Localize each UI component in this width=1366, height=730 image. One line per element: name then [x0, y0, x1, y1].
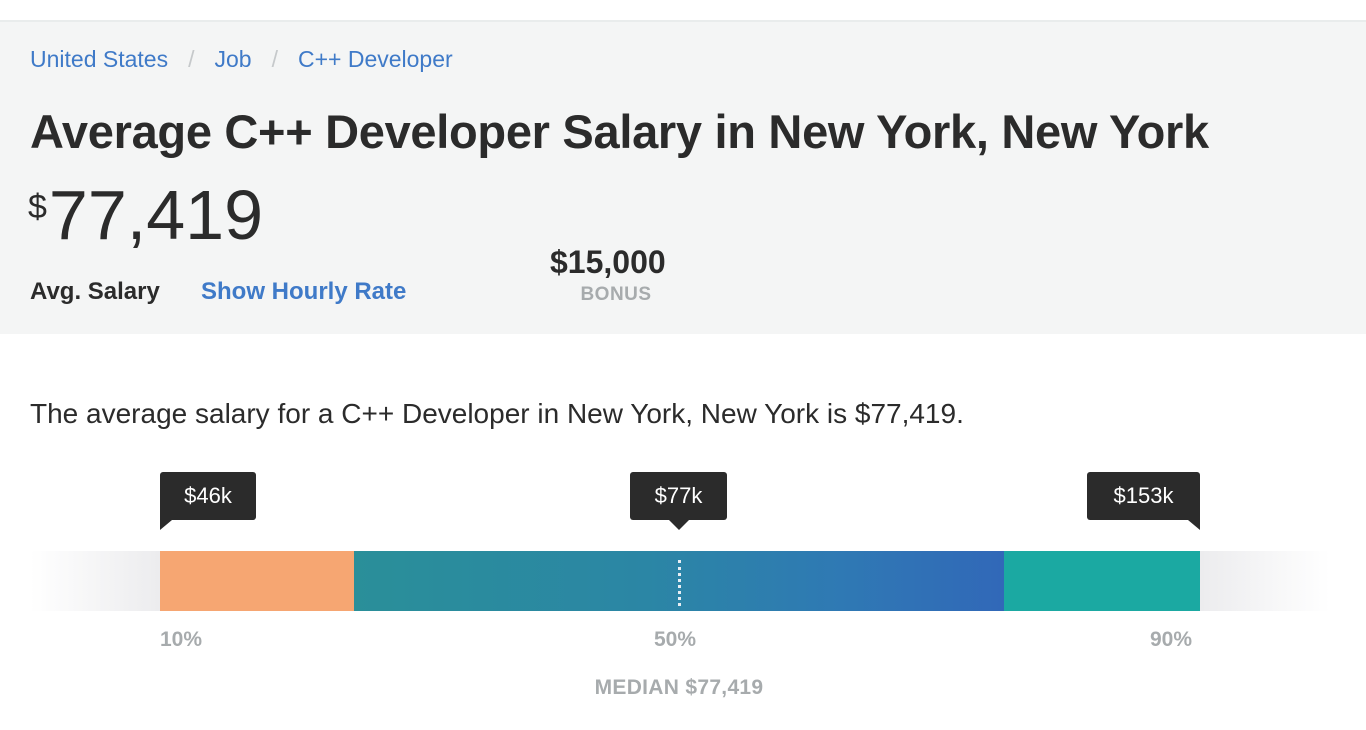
breadcrumb: United States / Job / C++ Developer: [30, 46, 453, 73]
range-segment-low: [160, 551, 354, 611]
show-hourly-rate-link[interactable]: Show Hourly Rate: [201, 278, 407, 305]
percentile-label-50: 50%: [654, 628, 697, 651]
breadcrumb-united-states[interactable]: United States: [30, 46, 169, 72]
range-fade-left: [30, 551, 160, 611]
salary-header: United States / Job / C++ Developer Average …: [0, 22, 1366, 334]
page-title: Average C++ Developer Salary in New York…: [30, 105, 1209, 158]
range-fade-right: [1200, 551, 1330, 611]
average-salary-value: 77,419: [48, 176, 264, 254]
range-segment-high: [1004, 551, 1200, 611]
top-divider: [0, 0, 1366, 22]
percentile-label-90: 90%: [1150, 628, 1193, 651]
bonus-amount: $15,000: [550, 244, 666, 280]
salary-range-bar: $46k $77k $153k 10% 50% 90% MEDIAN $77,4…: [0, 470, 1366, 710]
tooltip-median: $77k: [630, 472, 727, 530]
tooltip-90th-percentile: $153k: [1087, 472, 1200, 530]
breadcrumb-cpp-developer[interactable]: C++ Developer: [297, 46, 453, 72]
bonus-label: BONUS: [580, 284, 652, 305]
median-marker: [678, 560, 681, 606]
percentile-label-10: 10%: [160, 628, 203, 651]
average-salary-amount: $77,419: [28, 180, 263, 250]
salary-summary: The average salary for a C++ Developer i…: [30, 398, 964, 429]
median-salary-label: MEDIAN $77,419: [594, 676, 764, 699]
currency-symbol: $: [28, 188, 47, 226]
tooltip-10th-percentile: $46k: [160, 472, 256, 530]
breadcrumb-separator: /: [188, 46, 195, 72]
average-salary-label: Avg. Salary: [30, 278, 160, 305]
breadcrumb-job[interactable]: Job: [214, 46, 252, 72]
breadcrumb-separator: /: [271, 46, 278, 72]
